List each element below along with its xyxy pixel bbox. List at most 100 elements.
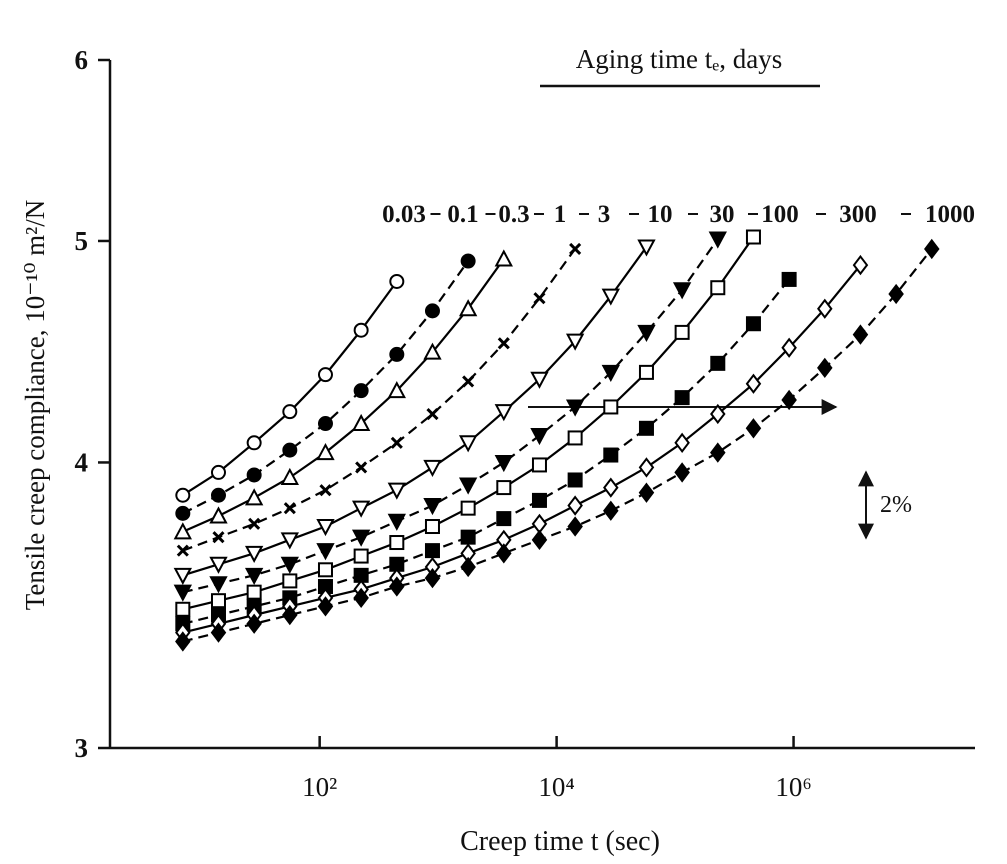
marker bbox=[175, 601, 191, 617]
marker bbox=[496, 480, 512, 496]
marker bbox=[209, 576, 228, 594]
marker bbox=[351, 500, 371, 518]
y-tick-label: 6 bbox=[75, 45, 89, 75]
marker bbox=[888, 283, 904, 305]
marker bbox=[496, 543, 512, 564]
marker bbox=[567, 430, 583, 446]
marker bbox=[530, 428, 549, 446]
marker bbox=[530, 371, 549, 389]
marker bbox=[317, 367, 333, 383]
marker bbox=[817, 357, 833, 378]
marker bbox=[745, 316, 761, 332]
marker bbox=[390, 436, 403, 449]
marker bbox=[745, 418, 762, 439]
marker bbox=[173, 567, 192, 585]
marker bbox=[745, 373, 762, 394]
marker bbox=[638, 482, 655, 503]
marker bbox=[565, 399, 585, 417]
y-tick-label: 3 bbox=[75, 733, 89, 763]
marker bbox=[601, 288, 620, 306]
marker bbox=[280, 467, 299, 485]
marker bbox=[210, 464, 226, 480]
marker bbox=[745, 229, 761, 245]
x-tick-label: 10⁴ bbox=[538, 772, 574, 802]
marker bbox=[674, 390, 690, 406]
marker bbox=[424, 519, 440, 535]
marker bbox=[176, 544, 189, 557]
marker bbox=[458, 435, 478, 453]
marker bbox=[173, 584, 192, 602]
x-tick-label: 10² bbox=[302, 772, 337, 802]
series-name: 0.3 bbox=[498, 201, 529, 228]
marker bbox=[531, 529, 548, 550]
marker bbox=[531, 492, 547, 508]
marker bbox=[533, 292, 546, 305]
marker bbox=[353, 322, 369, 338]
marker bbox=[280, 556, 299, 574]
marker bbox=[565, 333, 585, 351]
marker bbox=[494, 404, 513, 422]
marker bbox=[567, 516, 583, 537]
marker bbox=[353, 383, 369, 399]
series-line bbox=[182, 248, 576, 552]
marker bbox=[424, 567, 441, 589]
marker bbox=[246, 435, 262, 451]
marker bbox=[638, 364, 654, 380]
marker bbox=[496, 511, 512, 527]
marker bbox=[248, 517, 261, 530]
x-axis-label: Creep time t (sec) bbox=[460, 826, 660, 857]
marker bbox=[246, 467, 262, 483]
marker bbox=[674, 432, 690, 453]
marker bbox=[708, 231, 727, 249]
marker bbox=[601, 364, 620, 382]
marker bbox=[924, 238, 940, 260]
marker bbox=[316, 519, 335, 537]
marker bbox=[423, 459, 442, 478]
marker bbox=[426, 407, 439, 421]
series-name: 10 bbox=[648, 201, 673, 228]
marker bbox=[246, 613, 262, 634]
marker bbox=[638, 420, 654, 436]
marker bbox=[387, 482, 406, 500]
marker bbox=[637, 324, 656, 343]
marker bbox=[674, 462, 690, 483]
marker bbox=[282, 604, 298, 626]
legend-title: Aging time tₑ, days bbox=[576, 44, 782, 74]
marker bbox=[210, 593, 226, 609]
series-name: 30 bbox=[710, 201, 735, 228]
series-name: 1 bbox=[554, 201, 567, 228]
marker bbox=[317, 596, 334, 617]
marker bbox=[458, 477, 478, 495]
marker bbox=[283, 502, 296, 515]
marker bbox=[603, 477, 619, 498]
marker bbox=[351, 413, 371, 432]
marker bbox=[173, 522, 192, 540]
marker bbox=[351, 529, 371, 547]
marker bbox=[494, 249, 513, 267]
marker bbox=[710, 280, 726, 296]
marker bbox=[212, 531, 225, 544]
marker bbox=[424, 303, 440, 319]
marker bbox=[389, 273, 405, 289]
marker bbox=[282, 573, 298, 589]
marker bbox=[637, 239, 656, 257]
marker bbox=[282, 404, 298, 420]
marker bbox=[244, 567, 264, 585]
marker bbox=[567, 472, 583, 488]
series-name: 300 bbox=[839, 201, 877, 228]
marker bbox=[710, 403, 726, 425]
series-name: 3 bbox=[598, 201, 611, 228]
series-line bbox=[182, 248, 933, 643]
marker bbox=[175, 631, 191, 652]
marker bbox=[389, 346, 405, 362]
marker bbox=[603, 399, 619, 415]
marker bbox=[387, 381, 406, 399]
series-name: 100 bbox=[761, 201, 799, 228]
series-name: 1000 bbox=[925, 201, 975, 228]
marker bbox=[567, 495, 583, 516]
marker bbox=[389, 535, 405, 551]
marker bbox=[603, 500, 619, 521]
scale-annotation: 2% bbox=[880, 492, 912, 518]
x-tick-label: 10⁶ bbox=[775, 772, 811, 802]
marker bbox=[781, 389, 797, 411]
